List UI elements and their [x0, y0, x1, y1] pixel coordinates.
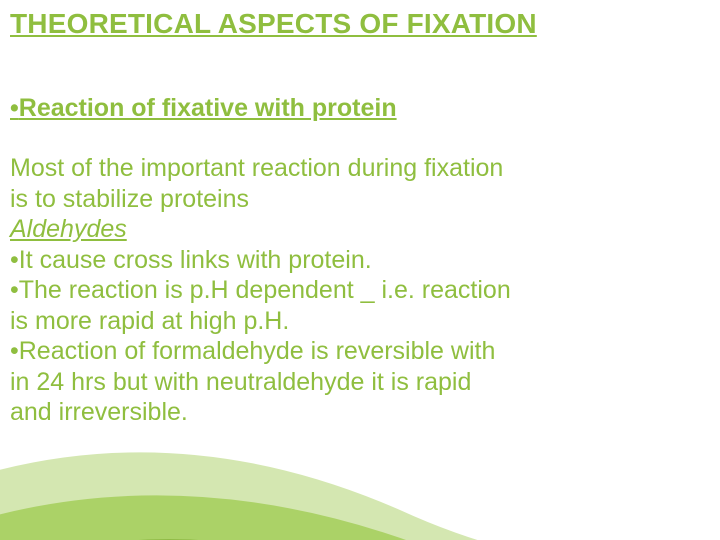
- swoosh-layer-pale: [0, 452, 720, 540]
- slide-title: THEORETICAL ASPECTS OF FIXATION: [10, 8, 710, 40]
- body-line-aldehydes: Aldehydes: [10, 214, 710, 245]
- body-line-4: •It cause cross links with protein.: [10, 245, 710, 276]
- subheading-text: Reaction of fixative with protein: [19, 94, 397, 122]
- swoosh-layer-light: [0, 495, 720, 540]
- body-line-6: is more rapid at high p.H.: [10, 306, 710, 337]
- body-line-5: •The reaction is p.H dependent _ i.e. re…: [10, 275, 710, 306]
- subheading: •Reaction of fixative with protein: [10, 94, 710, 123]
- body-line-1: Most of the important reaction during fi…: [10, 153, 710, 184]
- body-line-8: in 24 hrs but with neutraldehyde it is r…: [10, 367, 710, 398]
- body-line-7: •Reaction of formaldehyde is reversible …: [10, 336, 710, 367]
- body-line-2: is to stabilize proteins: [10, 184, 710, 215]
- subheading-bullet: •: [10, 94, 19, 122]
- body-line-9: and irreversible.: [10, 397, 710, 428]
